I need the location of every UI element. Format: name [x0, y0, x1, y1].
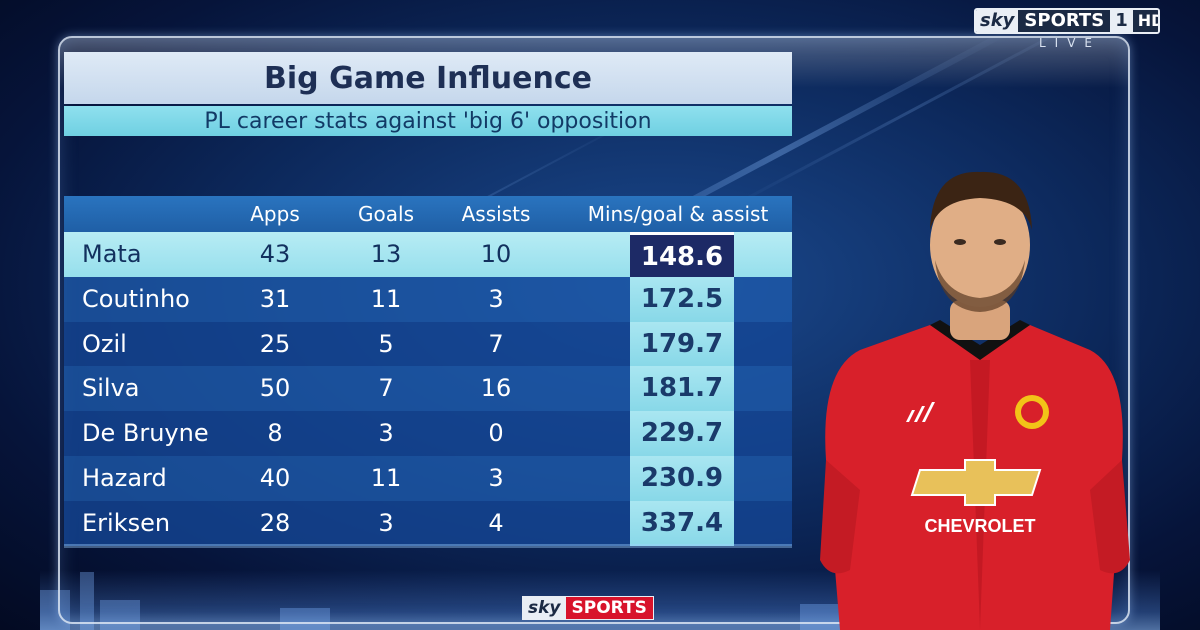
channel-logo: sky SPORTS 1 HD — [974, 8, 1160, 34]
player-name: De Bruyne — [82, 419, 209, 448]
channel-sky-text: sky — [976, 10, 1019, 32]
table-baseline — [64, 544, 792, 548]
adidas-logo-icon — [906, 402, 935, 422]
mins-cell: 148.6 — [630, 232, 734, 277]
mins-cell: 229.7 — [630, 411, 734, 456]
table-row: Coutinho 31 11 3 172.5 — [64, 276, 792, 322]
assists-cell: 10 — [480, 240, 512, 268]
chevrolet-bowtie-icon — [910, 459, 1042, 506]
assists-cell: 7 — [488, 329, 504, 358]
mins-cell: 337.4 — [630, 500, 734, 546]
channel-number: 1 — [1110, 10, 1133, 32]
live-indicator: LIVE — [1038, 36, 1101, 50]
mins-cell: 172.5 — [630, 276, 734, 322]
player-name: Eriksen — [82, 508, 171, 537]
player-name: Silva — [82, 374, 140, 403]
title-banner: Big Game Influence — [64, 52, 792, 104]
channel-hd-text: HD — [1132, 10, 1158, 32]
assists-cell: 16 — [480, 374, 512, 403]
channel-sports-text: SPORTS — [1018, 10, 1111, 32]
player-name: Mata — [82, 240, 142, 268]
table-row: Eriksen 28 3 4 337.4 — [64, 500, 792, 546]
glass-frame — [58, 36, 1130, 624]
player-name: Hazard — [82, 463, 167, 492]
table-row: Hazard 40 11 3 230.9 — [64, 455, 792, 501]
apps-cell: 40 — [259, 463, 291, 492]
graphic-title: Big Game Influence — [264, 60, 592, 96]
apps-cell: 8 — [267, 419, 283, 448]
shirt-sponsor-text: CHEVROLET — [924, 516, 1035, 536]
assists-cell: 3 — [488, 284, 504, 313]
apps-cell: 50 — [259, 374, 291, 403]
column-header-mins: Mins/goal & assist — [587, 202, 769, 226]
mins-cell: 230.9 — [630, 455, 734, 501]
player-figure: CHEVROLET — [820, 171, 1130, 630]
apps-cell: 43 — [259, 240, 291, 268]
player-name: Ozil — [82, 329, 127, 358]
apps-cell: 25 — [259, 329, 291, 358]
graphic-subtitle: PL career stats against 'big 6' oppositi… — [204, 108, 652, 134]
apps-cell: 28 — [259, 508, 291, 537]
goals-cell: 3 — [378, 508, 394, 537]
sky-sports-logo: sky SPORTS — [522, 596, 654, 620]
footer-sports-text: SPORTS — [565, 597, 653, 619]
assists-cell: 3 — [488, 463, 504, 492]
table-row: De Bruyne 8 3 0 229.7 — [64, 411, 792, 456]
footer-sky-text: sky — [523, 597, 566, 619]
column-header-assists: Assists — [461, 202, 531, 226]
mins-cell: 181.7 — [630, 366, 734, 412]
goals-cell: 13 — [370, 240, 402, 268]
goals-cell: 5 — [378, 329, 394, 358]
apps-cell: 31 — [259, 284, 291, 313]
table-row: Silva 50 7 16 181.7 — [64, 366, 792, 412]
player-name: Coutinho — [82, 284, 190, 313]
assists-cell: 4 — [488, 508, 504, 537]
mins-cell: 179.7 — [630, 321, 734, 367]
table-row-mata: Mata 43 13 10 148.6 — [64, 232, 792, 277]
column-header-goals: Goals — [358, 202, 414, 226]
subtitle-banner: PL career stats against 'big 6' oppositi… — [64, 106, 792, 136]
column-header-apps: Apps — [250, 202, 300, 226]
goals-cell: 7 — [378, 374, 394, 403]
goals-cell: 11 — [370, 284, 402, 313]
assists-cell: 0 — [488, 419, 504, 448]
stats-table: Apps Goals Assists Mins/goal & assist Ma… — [64, 196, 792, 546]
table-header: Apps Goals Assists Mins/goal & assist — [64, 196, 792, 232]
table-row: Ozil 25 5 7 179.7 — [64, 321, 792, 367]
goals-cell: 11 — [370, 463, 402, 492]
goals-cell: 3 — [378, 419, 394, 448]
